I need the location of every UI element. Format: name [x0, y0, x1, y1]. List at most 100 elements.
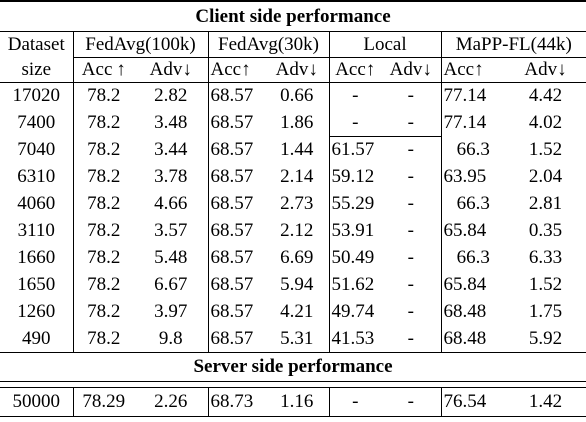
value-cell: 4.42	[528, 85, 563, 107]
adv-header: Adv↓	[134, 57, 209, 83]
value-cell: 76.54	[441, 386, 505, 417]
value-cell: -	[329, 109, 381, 137]
value-cell: 2.81	[528, 193, 563, 214]
adv-header: Adv↓	[265, 57, 330, 83]
value-cell: 61.57	[331, 139, 375, 161]
value-cell: 1.52	[528, 274, 563, 295]
value-cell: 2.12	[265, 217, 330, 244]
value-cell: 3.78	[134, 163, 209, 190]
value-cell: 68.57	[210, 193, 254, 214]
value-cell: 5.31	[265, 325, 330, 352]
value-cell: 63.95	[443, 166, 487, 187]
table-row: 3110 78.2 3.57 68.57 2.12 53.91 - 65.84 …	[0, 217, 586, 244]
value-cell: 78.2	[87, 166, 121, 187]
table-row: 6310 78.2 3.78 68.57 2.14 59.12 - 63.95 …	[0, 163, 586, 190]
value-cell: 78.2	[87, 301, 121, 322]
value-cell: 78.29	[73, 386, 134, 417]
value-cell: 68.57	[210, 247, 254, 268]
group-header-fedavg-30k: FedAvg(30k)	[208, 31, 330, 58]
value-cell: 68.57	[210, 85, 254, 107]
value-cell: 68.57	[210, 327, 254, 349]
dataset-size-cell: 17020	[0, 82, 74, 109]
value-cell: 5.92	[528, 327, 563, 349]
value-cell: 4.66	[134, 190, 209, 217]
acc-header: Acc↑	[329, 57, 381, 83]
value-cell: 1.42	[505, 386, 586, 417]
value-cell: 5.48	[134, 244, 209, 271]
value-cell: 3.44	[134, 136, 209, 163]
value-cell: -	[381, 217, 442, 244]
value-cell: 53.91	[331, 220, 375, 241]
value-cell: 2.82	[134, 82, 209, 109]
value-cell: 65.84	[443, 220, 487, 241]
value-cell: 68.57	[210, 112, 254, 133]
value-cell: 78.2	[87, 193, 121, 214]
value-cell: 6.33	[528, 247, 563, 268]
value-cell: 55.29	[331, 193, 375, 214]
value-cell: 68.57	[210, 301, 254, 322]
value-cell: 68.57	[210, 220, 254, 241]
value-cell: 9.8	[134, 325, 209, 352]
dataset-size-cell: 7040	[0, 136, 74, 163]
dataset-size-cell: 6310	[0, 163, 74, 190]
group-header-local: Local	[329, 31, 442, 58]
value-cell: 78.2	[87, 85, 121, 107]
value-cell: 3.48	[134, 109, 209, 136]
group-header-mapp-fl: MaPP-FL(44k)	[441, 31, 586, 58]
value-cell: 68.48	[443, 301, 487, 322]
value-cell: 1.75	[528, 301, 563, 322]
table-row: 1650 78.2 6.67 68.57 5.94 51.62 - 65.84 …	[0, 271, 586, 298]
value-cell: 5.94	[265, 271, 330, 298]
value-cell: 50.49	[331, 247, 375, 268]
adv-header: Adv↓	[505, 57, 586, 83]
dataset-size-cell: 4060	[0, 190, 74, 217]
value-cell: 4.21	[265, 298, 330, 325]
value-cell: 1.44	[265, 136, 330, 163]
value-cell: 1.52	[528, 139, 563, 160]
value-cell: 4.02	[528, 112, 563, 133]
value-cell: -	[381, 386, 442, 417]
value-cell: -	[381, 298, 442, 325]
table-row: 50000 78.29 2.26 68.73 1.16 - - 76.54 1.…	[0, 386, 586, 417]
value-cell: 77.14	[443, 112, 487, 133]
table-row: 4060 78.2 4.66 68.57 2.73 55.29 - 66.3 2…	[0, 190, 586, 217]
dataset-size-cell: 7400	[0, 109, 74, 136]
table-row: 490 78.2 9.8 68.57 5.31 41.53 - 68.48 5.…	[0, 325, 586, 352]
value-cell: 2.04	[528, 166, 563, 187]
value-cell: 59.12	[331, 166, 375, 187]
value-cell: 68.57	[210, 166, 254, 187]
dataset-size-cell: 3110	[0, 217, 74, 244]
value-cell: 66.3	[456, 139, 490, 160]
value-cell: 78.2	[87, 112, 121, 133]
value-cell: 6.67	[134, 271, 209, 298]
value-cell: -	[381, 325, 442, 352]
value-cell: -	[381, 271, 442, 298]
value-cell: 66.3	[456, 193, 490, 214]
value-cell: 2.73	[265, 190, 330, 217]
acc-header: Acc↑	[441, 57, 505, 83]
dataset-size-cell: 1260	[0, 298, 74, 325]
table-row: 1660 78.2 5.48 68.57 6.69 50.49 - 66.3 6…	[0, 244, 586, 271]
value-cell: 78.2	[87, 139, 121, 160]
acc-header: Acc ↑	[73, 57, 134, 83]
value-cell: -	[381, 109, 442, 137]
client-section-title: Client side performance	[0, 0, 586, 32]
value-cell: 78.2	[87, 274, 121, 295]
value-cell: 41.53	[331, 327, 375, 349]
value-cell: 78.2	[87, 220, 121, 241]
table-row: 7040 78.2 3.44 68.57 1.44 61.57 - 66.3 1…	[0, 136, 586, 163]
value-cell: 77.14	[443, 85, 487, 107]
value-cell: -	[352, 85, 359, 107]
value-cell: 51.62	[331, 274, 375, 295]
value-cell: 3.97	[134, 298, 209, 325]
value-cell: 2.26	[134, 386, 209, 417]
value-cell: -	[381, 244, 442, 271]
dataset-size-cell: 1660	[0, 244, 74, 271]
value-cell: 1.86	[265, 109, 330, 136]
value-cell: -	[381, 190, 442, 217]
value-cell: 2.14	[265, 163, 330, 190]
server-section-title: Server side performance	[0, 351, 586, 381]
value-cell: 3.57	[134, 217, 209, 244]
value-cell: 0.66	[265, 82, 330, 109]
